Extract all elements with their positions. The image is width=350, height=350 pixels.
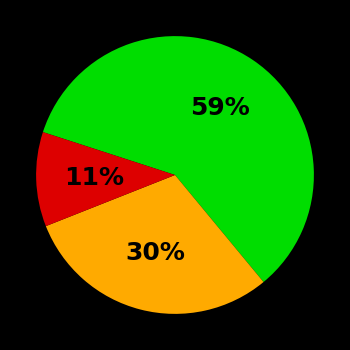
Wedge shape: [43, 36, 314, 282]
Text: 59%: 59%: [190, 96, 250, 120]
Wedge shape: [46, 175, 264, 314]
Wedge shape: [36, 132, 175, 226]
Text: 30%: 30%: [125, 241, 185, 265]
Text: 11%: 11%: [64, 166, 125, 190]
